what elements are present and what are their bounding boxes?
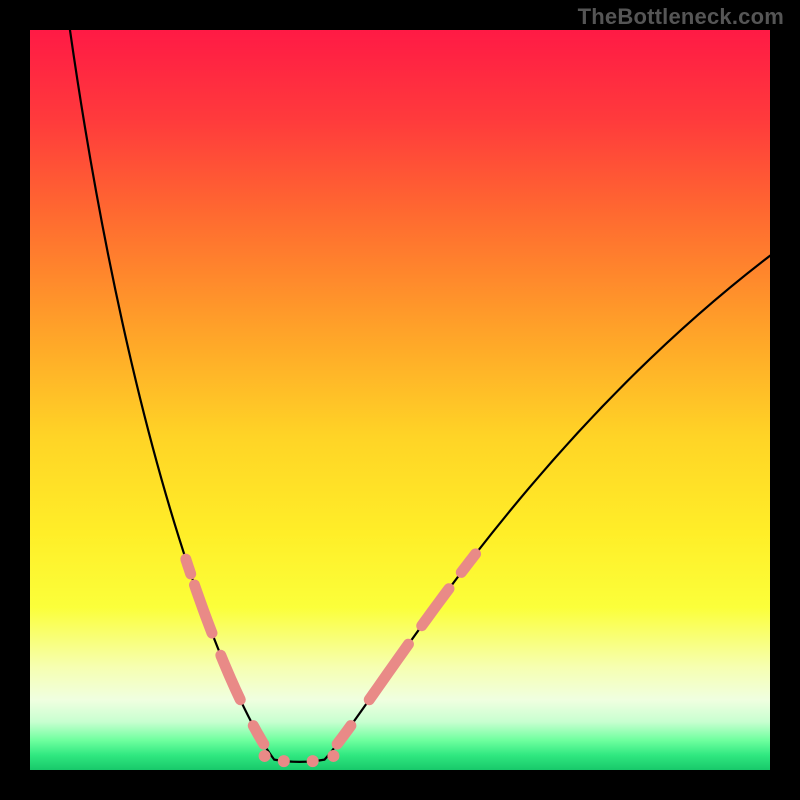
marker-segment-right-1 <box>369 644 408 700</box>
marker-segment-left-2 <box>221 655 240 699</box>
marker-segment-left-0 <box>186 559 191 574</box>
figure-container: TheBottleneck.com <box>0 0 800 800</box>
marker-segment-right-2 <box>422 589 449 626</box>
marker-dot-trough-0 <box>259 750 271 762</box>
marker-dot-trough-2 <box>307 755 319 767</box>
marker-dot-trough-3 <box>327 750 339 762</box>
marker-segment-right-0 <box>337 726 351 745</box>
marker-dot-trough-1 <box>278 755 290 767</box>
bottleneck-curve <box>70 30 770 762</box>
curve-layer <box>30 30 770 770</box>
plot-area <box>30 30 770 770</box>
marker-segment-left-1 <box>194 585 212 633</box>
watermark-text: TheBottleneck.com <box>578 4 784 30</box>
marker-segment-left-3 <box>253 726 264 745</box>
marker-segment-right-3 <box>461 554 475 573</box>
